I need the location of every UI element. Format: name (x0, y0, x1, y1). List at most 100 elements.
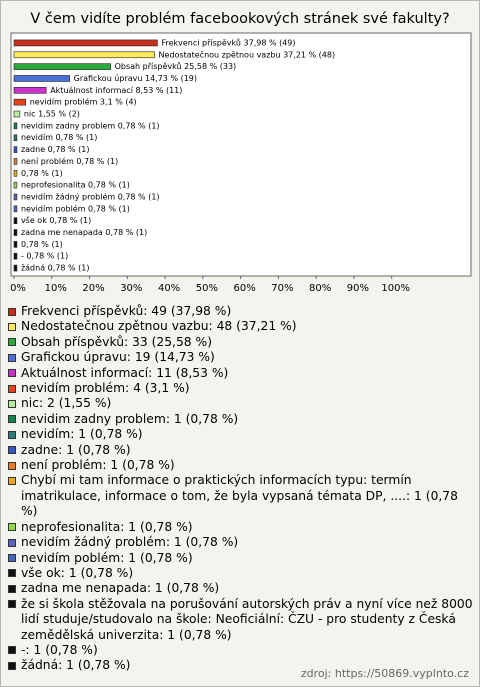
bar (13, 63, 111, 70)
legend-swatch (8, 554, 16, 562)
bar (13, 146, 18, 153)
x-tick-label: 0% (10, 283, 26, 294)
bar (13, 39, 158, 47)
legend-item: nevidím žádný problém: 1 (0,78 %) (8, 535, 473, 550)
bar-label: Aktuálnost informací 8,53 % (11) (50, 86, 182, 95)
source: zdroj: https://50869.vyplnto.cz (300, 667, 469, 680)
legend-item: Chybí mi tam informace o praktických inf… (8, 473, 473, 519)
bar-label: - 0,78 % (1) (21, 252, 68, 261)
x-tick-label: 60% (233, 283, 255, 294)
bar-label: Nedostatečnou zpětnou vazbu 37,21 % (48) (159, 49, 336, 59)
bar (13, 75, 70, 82)
legend-label: zadne: 1 (0,78 %) (21, 442, 131, 457)
legend-swatch (8, 600, 16, 609)
legend-item: -: 1 (0,78 %) (8, 643, 473, 658)
bar-label: 0,78 % (1) (21, 240, 63, 249)
legend-swatch (8, 569, 16, 578)
bar (13, 87, 47, 94)
legend-swatch (8, 523, 16, 532)
legend-item: neprofesionalita: 1 (0,78 %) (8, 520, 473, 535)
x-tick-label: 80% (309, 283, 331, 294)
chart: V čem vidíte problém facebookových strán… (10, 11, 472, 294)
legend-swatch (8, 430, 16, 439)
bar-label: nevidim zadny problem 0,78 % (1) (21, 121, 160, 130)
legend-item: nevidim zadny problem: 1 (0,78 %) (8, 412, 473, 427)
legend-swatch (8, 476, 16, 485)
bar (13, 122, 18, 130)
bar-label: vše ok 0,78 % (1) (21, 215, 91, 225)
legend: Frekvenci příspěvků: 49 (37,98 %) Nedosta… (8, 304, 473, 674)
legend-label: nevidim zadny problem: 1 (0,78 %) (21, 411, 239, 426)
bar (13, 158, 18, 165)
legend-item: Aktuálnost informací: 11 (8,53 %) (8, 366, 473, 381)
legend-label: Grafickou úpravu: 19 (14,73 %) (21, 350, 215, 365)
legend-label: nic: 2 (1,55 %) (21, 396, 112, 411)
bar (13, 110, 21, 118)
legend-item: Grafickou úpravu: 19 (14,73 %) (8, 350, 473, 365)
legend-swatch (8, 399, 16, 408)
bar (13, 229, 18, 236)
bar (13, 51, 155, 59)
bar-label: Frekvenci příspěvků 37,98 % (49) (161, 37, 295, 47)
legend-item: zadne: 1 (0,78 %) (8, 443, 473, 458)
bar-label: nevidím problém 3,1 % (4) (30, 97, 137, 107)
legend-label: vše ok: 1 (0,78 %) (21, 565, 134, 580)
legend-swatch (8, 461, 16, 470)
bar-label: Grafickou úpravu 14,73 % (19) (74, 74, 197, 83)
legend-item: že si škola stěžovala na porušování auto… (8, 597, 473, 643)
legend-swatch (8, 338, 16, 347)
legend-label: že si škola stěžovala na porušování auto… (21, 596, 473, 642)
legend-swatch (8, 384, 16, 393)
legend-swatch (8, 661, 16, 670)
bar (13, 252, 18, 260)
legend-label: -: 1 (0,78 %) (21, 642, 98, 657)
legend-swatch (8, 538, 16, 547)
bar (13, 181, 18, 189)
bar (13, 169, 18, 177)
bar-label: Obsah příspěvků 25,58 % (33) (115, 61, 237, 71)
bar (13, 205, 18, 213)
legend-label: není problém: 1 (0,78 %) (21, 458, 175, 473)
bar (13, 241, 18, 248)
legend-swatch (8, 353, 16, 362)
x-tick-label: 20% (82, 283, 104, 294)
legend-label: Nedostatečnou zpětnou vazbu: 48 (37,21 %… (21, 319, 297, 334)
legend-item: Nedostatečnou zpětnou vazbu: 48 (37,21 %… (8, 319, 473, 334)
bar-label: nevidím žádný problém 0,78 % (1) (21, 191, 160, 201)
bar (13, 193, 18, 201)
legend-item: Frekvenci příspěvků: 49 (37,98 %) (8, 304, 473, 319)
legend-swatch (8, 369, 16, 378)
bar-label: žádná 0,78 % (1) (21, 264, 90, 273)
x-tick-label: 40% (158, 283, 180, 294)
bar-label: nevidím poblém 0,78 % (1) (21, 203, 130, 213)
legend-label: nevidím problém: 4 (3,1 %) (21, 381, 190, 396)
legend-label: nevidím poblém: 1 (0,78 %) (21, 550, 193, 565)
legend-item: není problém: 1 (0,78 %) (8, 458, 473, 473)
legend-label: neprofesionalita: 1 (0,78 %) (21, 519, 193, 534)
bar (13, 264, 18, 272)
chart-title: V čem vidíte problém facebookových strán… (30, 11, 449, 27)
legend-label: zadna me nenapada: 1 (0,78 %) (21, 581, 220, 596)
x-tick-label: 90% (347, 283, 369, 294)
legend-label: žádná: 1 (0,78 %) (21, 658, 131, 673)
legend-swatch (8, 307, 16, 316)
bar (13, 98, 27, 106)
legend-label: Obsah příspěvků: 33 (25,58 %) (21, 334, 212, 349)
legend-item: nevidím: 1 (0,78 %) (8, 427, 473, 442)
legend-label: nevidím žádný problém: 1 (0,78 %) (21, 535, 239, 550)
legend-item: žádná: 1 (0,78 %) (8, 658, 473, 673)
legend-swatch (8, 446, 16, 455)
x-tick-label: 50% (196, 283, 218, 294)
bar-label: neprofesionalita 0,78 % (1) (21, 181, 130, 190)
bar (13, 134, 18, 142)
legend-label: Frekvenci příspěvků: 49 (37,98 %) (21, 304, 232, 318)
x-tick-label: 10% (45, 283, 67, 294)
plot-area (10, 32, 472, 277)
x-tick-label: 100% (381, 283, 410, 294)
x-tick-label: 30% (120, 283, 142, 294)
legend-item: vše ok: 1 (0,78 %) (8, 566, 473, 581)
legend-label: nevidím: 1 (0,78 %) (21, 427, 143, 442)
bar-label: nic 1,55 % (2) (24, 110, 80, 119)
bar-label: zadna me nenapada 0,78 % (1) (21, 228, 147, 237)
